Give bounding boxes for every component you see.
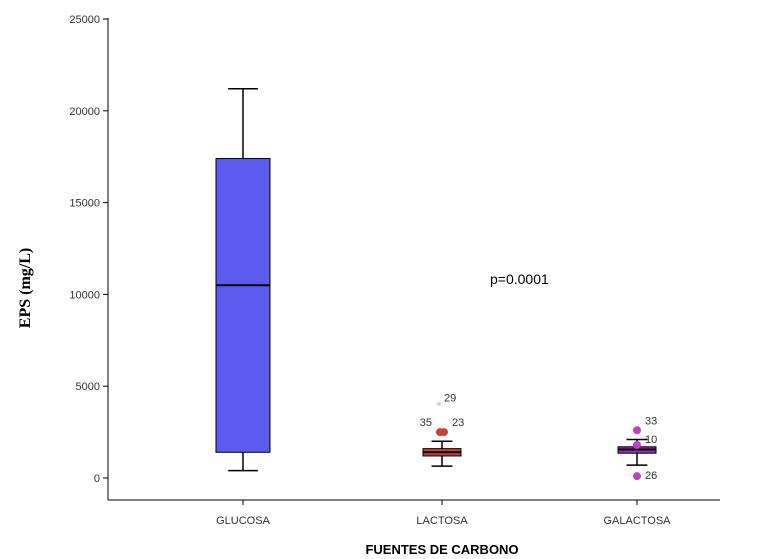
axes: 0 5000 10000 15000 20000 25000 GLUCOSA LACTOSA G… bbox=[69, 14, 720, 527]
outlier-point bbox=[633, 440, 641, 449]
y-tick-label: 10000 bbox=[69, 289, 100, 301]
box bbox=[215, 158, 271, 453]
p-value-annotation: p=0.0001 bbox=[490, 271, 549, 287]
boxes bbox=[215, 88, 657, 472]
outlier-label: 10 bbox=[645, 434, 657, 446]
outlier-point bbox=[633, 472, 641, 481]
outlier-point bbox=[440, 428, 448, 437]
y-tick-label: 5000 bbox=[76, 381, 100, 393]
outlier-label: 35 bbox=[420, 417, 432, 429]
x-axis-label: FUENTES DE CARBONO bbox=[365, 542, 518, 557]
x-tick-label: LACTOSA bbox=[416, 515, 468, 527]
outlier-point bbox=[633, 426, 641, 435]
x-tick-label: GALACTOSA bbox=[603, 515, 671, 527]
outlier-point: * bbox=[437, 401, 442, 412]
y-tick-label: 0 bbox=[94, 473, 100, 485]
outlier-label: 29 bbox=[444, 393, 456, 405]
outliers: *29 35 23 33 10 26 bbox=[420, 393, 658, 483]
y-axis-label: EPS (mg/L) bbox=[17, 248, 34, 328]
y-tick-label: 25000 bbox=[69, 14, 100, 26]
y-tick-label: 15000 bbox=[69, 198, 100, 210]
outlier-label: 23 bbox=[452, 417, 464, 429]
outlier-label: 26 bbox=[645, 470, 657, 482]
outlier-label: 33 bbox=[645, 415, 657, 427]
y-tick-label: 20000 bbox=[69, 106, 100, 118]
x-tick-label: GLUCOSA bbox=[216, 515, 270, 527]
